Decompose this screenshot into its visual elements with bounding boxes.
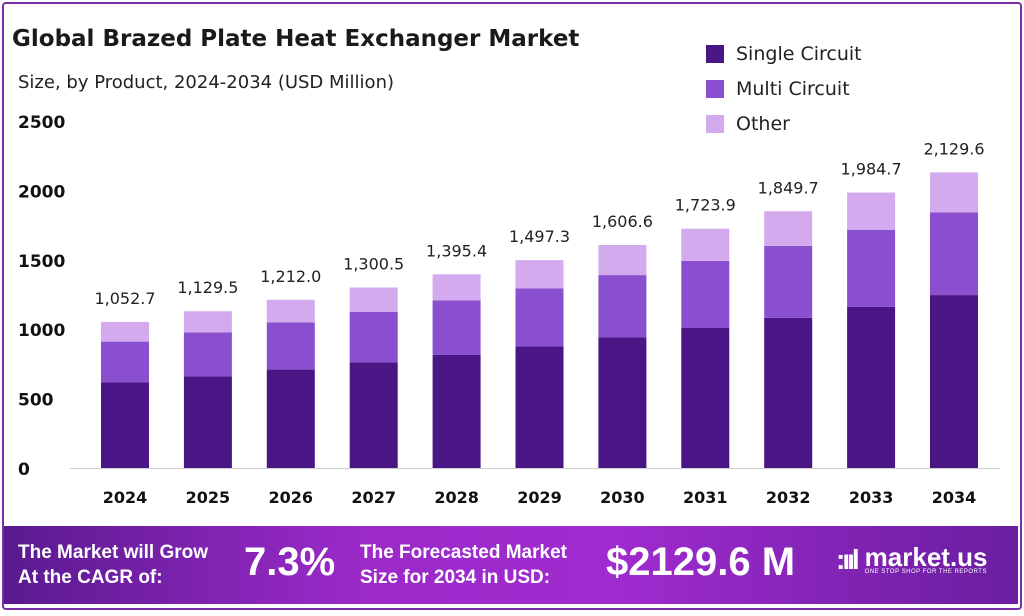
cagr-label-line: At the CAGR of: bbox=[18, 567, 163, 588]
total-label: 2,129.6 bbox=[923, 139, 984, 158]
bar-segment-other bbox=[349, 287, 398, 312]
x-tick-label: 2028 bbox=[434, 488, 479, 507]
legend-swatch bbox=[706, 44, 724, 63]
x-tick-label: 2030 bbox=[600, 488, 645, 507]
bar-segment-multi-circuit bbox=[847, 229, 896, 307]
forecast-label-line: Size for 2034 in USD: bbox=[360, 567, 551, 588]
brand-tagline: ONE STOP SHOP FOR THE REPORTS bbox=[864, 569, 987, 575]
bar-segment-multi-circuit bbox=[349, 311, 398, 363]
bar-segment-single-circuit bbox=[930, 295, 978, 468]
cagr-label: The Market will Grow At the CAGR of: bbox=[18, 540, 208, 590]
total-label: 1,395.4 bbox=[426, 241, 487, 260]
bar-segment-other bbox=[183, 311, 232, 333]
bar-segment-other bbox=[764, 211, 813, 246]
bar-segment-other bbox=[101, 321, 149, 342]
forecast-label-line: The Forecasted Market bbox=[360, 542, 567, 563]
y-tick-label: 0 bbox=[18, 460, 30, 480]
bar-segment-other bbox=[847, 192, 896, 230]
x-tick-label: 2031 bbox=[683, 488, 728, 507]
total-label: 1,300.5 bbox=[343, 254, 404, 273]
x-tick-label: 2025 bbox=[186, 488, 231, 507]
bar-segment-multi-circuit bbox=[432, 300, 481, 355]
total-label: 1,052.7 bbox=[94, 289, 155, 308]
bar-segment-single-circuit bbox=[598, 337, 647, 468]
bar-segment-multi-circuit bbox=[681, 261, 730, 329]
bar-segment-multi-circuit bbox=[930, 212, 978, 296]
x-tick-label: 2027 bbox=[351, 488, 396, 507]
total-label: 1,606.6 bbox=[592, 212, 653, 231]
bar-segment-multi-circuit bbox=[101, 341, 149, 383]
cagr-label-line: The Market will Grow bbox=[18, 542, 209, 563]
bar-segment-multi-circuit bbox=[266, 322, 315, 370]
legend-item-multi-circuit: Multi Circuit bbox=[706, 71, 862, 106]
y-tick-label: 1000 bbox=[18, 321, 65, 341]
bar-segment-single-circuit bbox=[349, 362, 398, 468]
y-tick-label: 500 bbox=[18, 391, 54, 411]
bar-segment-single-circuit bbox=[515, 346, 564, 468]
forecast-label: The Forecasted Market Size for 2034 in US… bbox=[360, 540, 567, 590]
bar-segment-other bbox=[432, 274, 481, 301]
total-label: 1,849.7 bbox=[758, 178, 819, 197]
legend-label: Other bbox=[736, 112, 790, 135]
bar-segment-single-circuit bbox=[764, 317, 813, 468]
y-tick-label: 2500 bbox=[18, 113, 65, 133]
total-label: 1,129.5 bbox=[177, 278, 238, 297]
x-tick-label: 2026 bbox=[269, 488, 314, 507]
bar-segment-single-circuit bbox=[183, 376, 232, 468]
cagr-value: 7.3% bbox=[244, 540, 336, 584]
bar-segment-other bbox=[930, 172, 978, 213]
x-tick-label: 2034 bbox=[932, 488, 977, 507]
total-label: 1,212.0 bbox=[260, 267, 321, 286]
legend-label: Single Circuit bbox=[736, 42, 862, 65]
legend: Single Circuit Multi Circuit Other bbox=[706, 36, 862, 141]
bar-segment-multi-circuit bbox=[598, 275, 647, 338]
total-label: 1,723.9 bbox=[675, 196, 736, 215]
legend-item-other: Other bbox=[706, 106, 862, 141]
legend-swatch bbox=[706, 114, 724, 133]
bar-segment-other bbox=[266, 299, 315, 323]
bar-segment-other bbox=[681, 228, 730, 262]
x-tick-label: 2033 bbox=[849, 488, 894, 507]
y-tick-label: 1500 bbox=[18, 252, 65, 272]
bar-segment-single-circuit bbox=[847, 306, 896, 468]
chart-subtitle: Size, by Product, 2024-2034 (USD Million… bbox=[18, 72, 394, 93]
legend-item-single-circuit: Single Circuit bbox=[706, 36, 862, 71]
x-tick-label: 2024 bbox=[103, 488, 148, 507]
y-tick-label: 2000 bbox=[18, 182, 65, 202]
brand-name: market.us bbox=[864, 542, 988, 572]
x-tick-label: 2029 bbox=[517, 488, 562, 507]
chart-title: Global Brazed Plate Heat Exchanger Marke… bbox=[12, 26, 580, 52]
bar-segment-other bbox=[515, 260, 564, 289]
bar-segment-single-circuit bbox=[101, 382, 149, 468]
summary-banner: The Market will Grow At the CAGR of: 7.3%… bbox=[4, 526, 1018, 604]
bar-segment-multi-circuit bbox=[764, 245, 813, 318]
bar-segment-multi-circuit bbox=[515, 288, 564, 347]
total-label: 1,984.7 bbox=[841, 160, 902, 179]
chart-plot: 0 500 1000 1500 2000 2500 1,052.7 2024 1,129.5 20… bbox=[18, 113, 1000, 507]
logo-icon: :ııl bbox=[836, 544, 860, 575]
total-label: 1,497.3 bbox=[509, 227, 570, 246]
bar-segment-other bbox=[598, 245, 647, 276]
bar-segment-single-circuit bbox=[266, 369, 315, 468]
x-tick-label: 2032 bbox=[766, 488, 811, 507]
forecast-value: $2129.6 M bbox=[606, 540, 796, 584]
bar-segment-single-circuit bbox=[432, 354, 481, 468]
bar-segment-multi-circuit bbox=[183, 332, 232, 377]
legend-label: Multi Circuit bbox=[736, 77, 850, 100]
legend-swatch bbox=[706, 79, 724, 98]
market-us-logo: :ııl market.us ONE STOP SHOP FOR THE REPO… bbox=[836, 544, 988, 576]
bar-segment-single-circuit bbox=[681, 328, 730, 468]
